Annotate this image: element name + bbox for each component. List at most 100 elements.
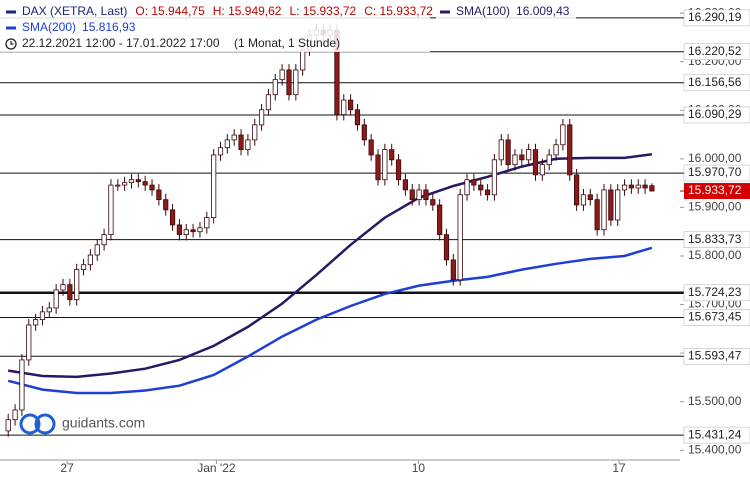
logo-ring xyxy=(19,413,41,435)
candle-body xyxy=(163,199,169,211)
level-label: 15.833,73 xyxy=(688,232,742,246)
candle-body xyxy=(505,139,511,166)
candle-body xyxy=(361,124,367,141)
x-tick-label: Jan '22 xyxy=(197,461,236,475)
candle-body xyxy=(5,419,11,432)
x-tick-label: 17 xyxy=(612,461,626,475)
candle-body xyxy=(560,124,566,146)
labels: 15.400,0015.500,0015.600,0015.700,0015.8… xyxy=(60,5,750,475)
candle-body xyxy=(471,179,477,186)
ohlc-close: C: 15.933,72 xyxy=(364,4,433,18)
candle-body xyxy=(224,139,230,149)
candle-body xyxy=(108,184,114,236)
clock-hands xyxy=(10,41,14,45)
candle-body xyxy=(12,409,18,421)
candle-body xyxy=(293,69,299,96)
y-tick-label: 16.000,00 xyxy=(688,151,742,165)
candle-body xyxy=(395,159,402,181)
candle-body xyxy=(409,189,415,201)
level-label-bg xyxy=(683,348,750,365)
candle-body xyxy=(135,179,141,183)
candle-body xyxy=(94,244,100,256)
y-tick-label: 15.500,00 xyxy=(688,394,742,408)
candle-body xyxy=(272,79,278,96)
level-label-bg xyxy=(683,43,750,61)
legend-value: 16.009,43 xyxy=(516,4,570,18)
candle-body xyxy=(128,179,135,184)
candle-body xyxy=(279,69,285,81)
candle-body xyxy=(437,204,443,236)
candle-body xyxy=(19,359,25,411)
candle-body xyxy=(567,124,573,176)
candle-body xyxy=(183,229,189,236)
candle-body xyxy=(615,189,621,221)
candle-body xyxy=(60,284,66,291)
candle-body xyxy=(87,254,93,266)
candle-body xyxy=(491,159,498,196)
candle-body xyxy=(601,189,607,231)
candle-body xyxy=(149,184,155,191)
candle-body xyxy=(26,324,32,361)
level-label: 16.090,29 xyxy=(688,107,742,121)
level-label: 15.970,70 xyxy=(688,165,742,179)
candle-body xyxy=(286,69,292,96)
candle-body xyxy=(443,234,450,261)
candle-body xyxy=(245,139,251,151)
candle-body xyxy=(238,134,244,151)
logo: guidants.com xyxy=(19,413,145,435)
level-label: 16.290,19 xyxy=(688,10,742,24)
candle-body xyxy=(649,185,655,192)
candle-body xyxy=(368,139,374,156)
level-label-bg xyxy=(683,309,750,326)
date-range: 22.12.2021 12:00 - 17.01.2022 17:00 xyxy=(22,36,220,50)
candle-body xyxy=(464,179,470,196)
watermark: guidants.com xyxy=(62,415,145,431)
interval: (1 Monat, 1 Stunde) xyxy=(234,36,340,50)
level-label-bg xyxy=(683,284,750,302)
candle-body xyxy=(546,154,552,166)
candle-body xyxy=(416,189,422,201)
level-label-bg xyxy=(683,106,750,124)
candle-body xyxy=(532,149,539,176)
candle-body xyxy=(115,184,121,187)
last-price-bg xyxy=(684,183,750,200)
candle-body xyxy=(217,147,224,156)
header-bg xyxy=(0,0,430,52)
candle-body xyxy=(80,264,87,270)
candle-body xyxy=(450,259,456,281)
candle-body xyxy=(580,194,587,206)
level-label: 16.220,52 xyxy=(688,44,742,58)
candle-body xyxy=(204,217,210,229)
candle-body xyxy=(512,154,518,166)
candle-body xyxy=(252,124,258,141)
legend-bg xyxy=(436,3,576,21)
candle-body xyxy=(430,199,436,206)
candle-body xyxy=(258,109,265,126)
header: DAX (XETRA, Last) O: 15.944,75 H: 15.949… xyxy=(0,0,576,52)
candle-body xyxy=(635,184,641,189)
candle-body xyxy=(231,134,237,141)
clock-icon xyxy=(5,38,17,50)
candle-body xyxy=(457,194,463,281)
legend-name: SMA(100) xyxy=(456,4,510,18)
candle-body xyxy=(402,179,408,191)
candle-body xyxy=(484,189,491,196)
candle-body xyxy=(176,224,183,236)
legend-value: 15.816,93 xyxy=(82,20,136,34)
candle-body xyxy=(67,284,73,301)
logo-ring xyxy=(34,413,56,435)
last-price-label: 15.933,72 xyxy=(688,183,742,197)
candle-body xyxy=(608,189,614,221)
candle-body xyxy=(587,194,593,201)
legend-name: SMA(200) xyxy=(22,20,76,34)
candle-body xyxy=(33,319,39,326)
candle-body xyxy=(519,154,525,161)
ohlc-high: H: 15.949,62 xyxy=(213,4,282,18)
candle-body xyxy=(382,149,388,181)
level-label: 15.724,23 xyxy=(688,285,742,299)
candle-body xyxy=(53,289,59,309)
ohlc-low: L: 15.933,72 xyxy=(289,4,356,18)
candle-body xyxy=(553,144,559,156)
candle-body xyxy=(498,139,504,161)
